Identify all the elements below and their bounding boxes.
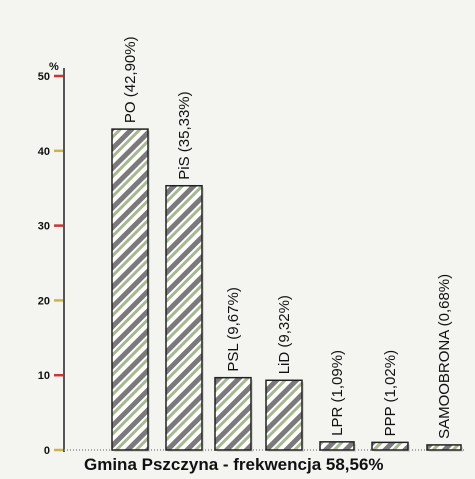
y-tick-label: 20 (38, 295, 50, 307)
bar-label-ppp: PPP (1,02%) (382, 350, 399, 436)
bar-label-samoobrona: SAMOOBRONA (0,68%) (436, 274, 453, 439)
y-axis-unit: % (49, 61, 59, 73)
y-tick-label: 30 (38, 221, 50, 233)
y-tick-label: 10 (38, 370, 50, 382)
bar-label-lpr: LPR (1,09%) (329, 350, 346, 436)
bar-label-psl: PSL (9,67%) (225, 287, 242, 372)
bar-pis (165, 184, 203, 451)
bars (111, 128, 463, 452)
bar-label-lid: LiD (9,32%) (276, 295, 293, 374)
bar-lid (265, 379, 303, 451)
y-tick-label: 50 (38, 71, 50, 83)
bar-lpr (319, 441, 355, 451)
chart-caption: Gmina Pszczyna - frekwencja 58,56% (84, 455, 384, 474)
y-tick-label: 40 (38, 146, 50, 158)
y-tick-label: 0 (44, 445, 50, 457)
bar-po (111, 128, 149, 451)
bar-samoobrona (426, 444, 462, 451)
bar-ppp (371, 441, 409, 451)
bar-labels: PO (42,90%) PiS (35,33%) PSL (9,67%) LiD (9… (122, 36, 453, 439)
bar-label-pis: PiS (35,33%) (176, 91, 193, 179)
bar-label-po: PO (42,90%) (122, 36, 139, 123)
bar-psl (214, 376, 252, 451)
